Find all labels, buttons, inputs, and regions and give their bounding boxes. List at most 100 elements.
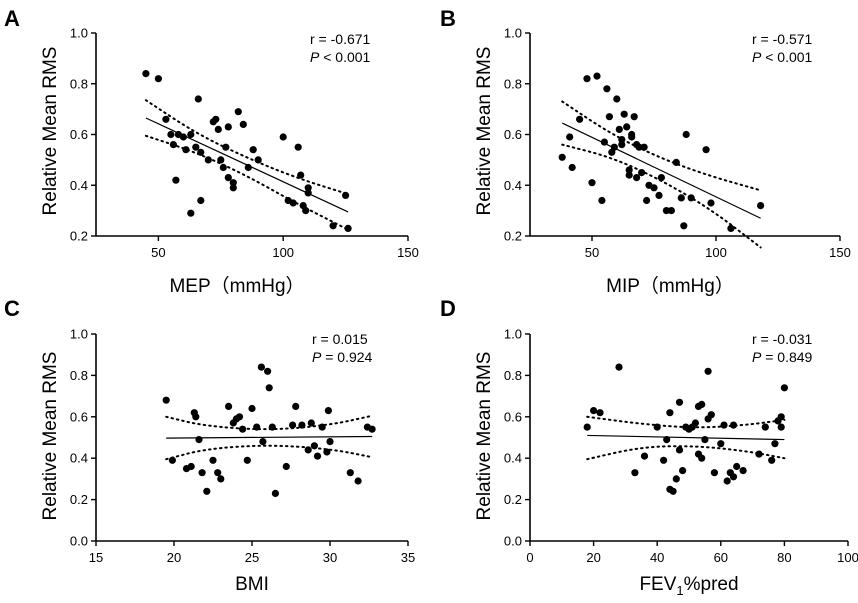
panel-d-p-text: = 0.849 [761, 349, 812, 365]
panel-d-data-point [755, 450, 763, 458]
panel-d-regression-line [587, 434, 785, 441]
panel-c-y-tick-label: 1.0 [70, 327, 88, 342]
panel-c-data-point [282, 462, 290, 471]
panel-a-data-point [304, 184, 312, 192]
panel-a-data-point [179, 133, 187, 141]
panel-d-data-point [666, 409, 674, 417]
panel-a-p-symbol: P [310, 49, 320, 65]
panel-a-y-tick-label: 1.0 [70, 26, 88, 41]
panel-c-data-point [253, 423, 261, 431]
panel-b-data-point [687, 194, 695, 202]
panel-d-p-symbol: P [752, 349, 762, 365]
panel-d-ci-upper [586, 415, 786, 429]
panel-a-data-point [154, 75, 162, 83]
panel-d-data-point [660, 456, 668, 464]
panel-d-data-point [663, 436, 671, 444]
panel-b-data-point [610, 143, 618, 151]
panel-c-y-tick-label: 0.2 [70, 492, 88, 507]
panel-b-r-value: r = -0.571 [752, 31, 813, 47]
panel-d-data-point [720, 421, 728, 429]
panel-d-data-point [698, 454, 706, 462]
panel-b-y-tick-label: 0.4 [504, 178, 522, 193]
panel-b-data-point [583, 75, 591, 83]
panel-c-data-point [326, 438, 334, 446]
panel-c-data-point [368, 425, 376, 433]
panel-c-data-point [268, 423, 276, 431]
panel-b-data-point [680, 222, 688, 230]
panel-d-data-point [704, 367, 712, 375]
panel-c-data-point [346, 469, 354, 477]
panel-a-data-point [204, 156, 212, 164]
panel-b-ci-lower [561, 143, 762, 249]
panel-d-data-point [771, 440, 779, 448]
panel-a-data-point [194, 95, 202, 103]
panel-b-data-point [618, 136, 626, 144]
panel-d-y-tick-label: 0.0 [504, 534, 522, 549]
panel-letter-d: D [440, 296, 456, 321]
panel-a-data-point [217, 156, 225, 164]
panel-d-data-point [669, 487, 677, 495]
panel-b-regression-line [561, 122, 761, 219]
panel-d-data-point [761, 423, 769, 431]
panel-b-p-text: < 0.001 [761, 49, 812, 65]
panel-d-x-tick-label: 80 [777, 550, 791, 565]
panel-c-data-point [257, 363, 265, 371]
panel-c-data-point [243, 456, 251, 464]
panel-c-data-point [323, 448, 331, 456]
panel-a-data-point [224, 123, 232, 131]
panel-a-data-point [344, 224, 352, 232]
panel-b-data-point [615, 125, 623, 133]
panel-a-data-point [342, 191, 350, 199]
panel-c-x-tick-label: 25 [245, 550, 259, 565]
panel-d-x-tick-label: 0 [526, 550, 533, 565]
panel-c-data-point [313, 452, 322, 460]
panel-a-y-tick-label: 0.8 [70, 76, 88, 91]
panel-a-x-tick-label: 50 [151, 245, 165, 260]
panel-c-data-point [265, 384, 273, 392]
panel-b-data-point [625, 166, 633, 174]
panel-c-x-tick-label: 35 [401, 550, 415, 565]
panel-b-data-point [593, 72, 601, 80]
panel-letter-a: A [4, 6, 20, 31]
panel-a-data-point [302, 207, 310, 215]
panel-b-p-symbol: P [752, 49, 762, 65]
panel-a-x-axis-label: MEP（mmHg） [169, 275, 304, 297]
panel-letter-b: B [440, 6, 456, 31]
panel-a-data-point [304, 189, 312, 197]
panel-d-y-axis-label: Relative Mean RMS [474, 352, 495, 521]
panel-d-data-point [710, 469, 719, 477]
panel-letter-c: C [4, 296, 20, 321]
panel-d-x-tick-label: 100 [837, 550, 858, 565]
panel-c-data-point [195, 436, 203, 444]
panel-d-x-label-tail: %pred [684, 574, 739, 595]
panel-a-data-point [329, 222, 337, 230]
panel-a-data-point [249, 146, 257, 154]
panel-b-y-axis-label: Relative Mean RMS [474, 47, 495, 216]
panel-a-data-point [244, 163, 252, 172]
panel-c-y-tick-label: 0.0 [70, 534, 88, 549]
panel-b-data-point [628, 133, 636, 141]
panel-c-y-tick-label: 0.4 [70, 451, 88, 466]
panel-b-data-point [558, 153, 566, 161]
panel-b-p-value: P < 0.001 [752, 49, 813, 65]
panel-a-data-point [294, 143, 302, 151]
panel-b-data-point [613, 95, 621, 103]
panel-c-data-point [318, 423, 326, 431]
panel-c-data-point [304, 446, 312, 454]
panel-b-data-point [757, 202, 765, 210]
panel-b-data-point [603, 85, 611, 93]
panel-a-r-value: r = -0.671 [310, 31, 371, 47]
panel-d-data-point [596, 409, 604, 417]
panel-c-data-point [298, 421, 306, 429]
panel-d-x-label-main: FEV [639, 574, 676, 595]
panel-a-data-point [229, 184, 237, 192]
panel-d: D Relative Mean RMS FEV1%pred r = -0.031… [440, 296, 858, 598]
panel-d-y-tick-label: 0.2 [504, 492, 522, 507]
panel-c-y-axis-label: Relative Mean RMS [40, 352, 61, 521]
panel-c-data-point [209, 456, 217, 464]
panel-d-data-point [653, 423, 661, 431]
panel-c-data-point [264, 367, 272, 375]
panel-c-y-tick-label: 0.6 [70, 409, 88, 424]
panel-a-y-tick-label: 0.6 [70, 127, 88, 142]
